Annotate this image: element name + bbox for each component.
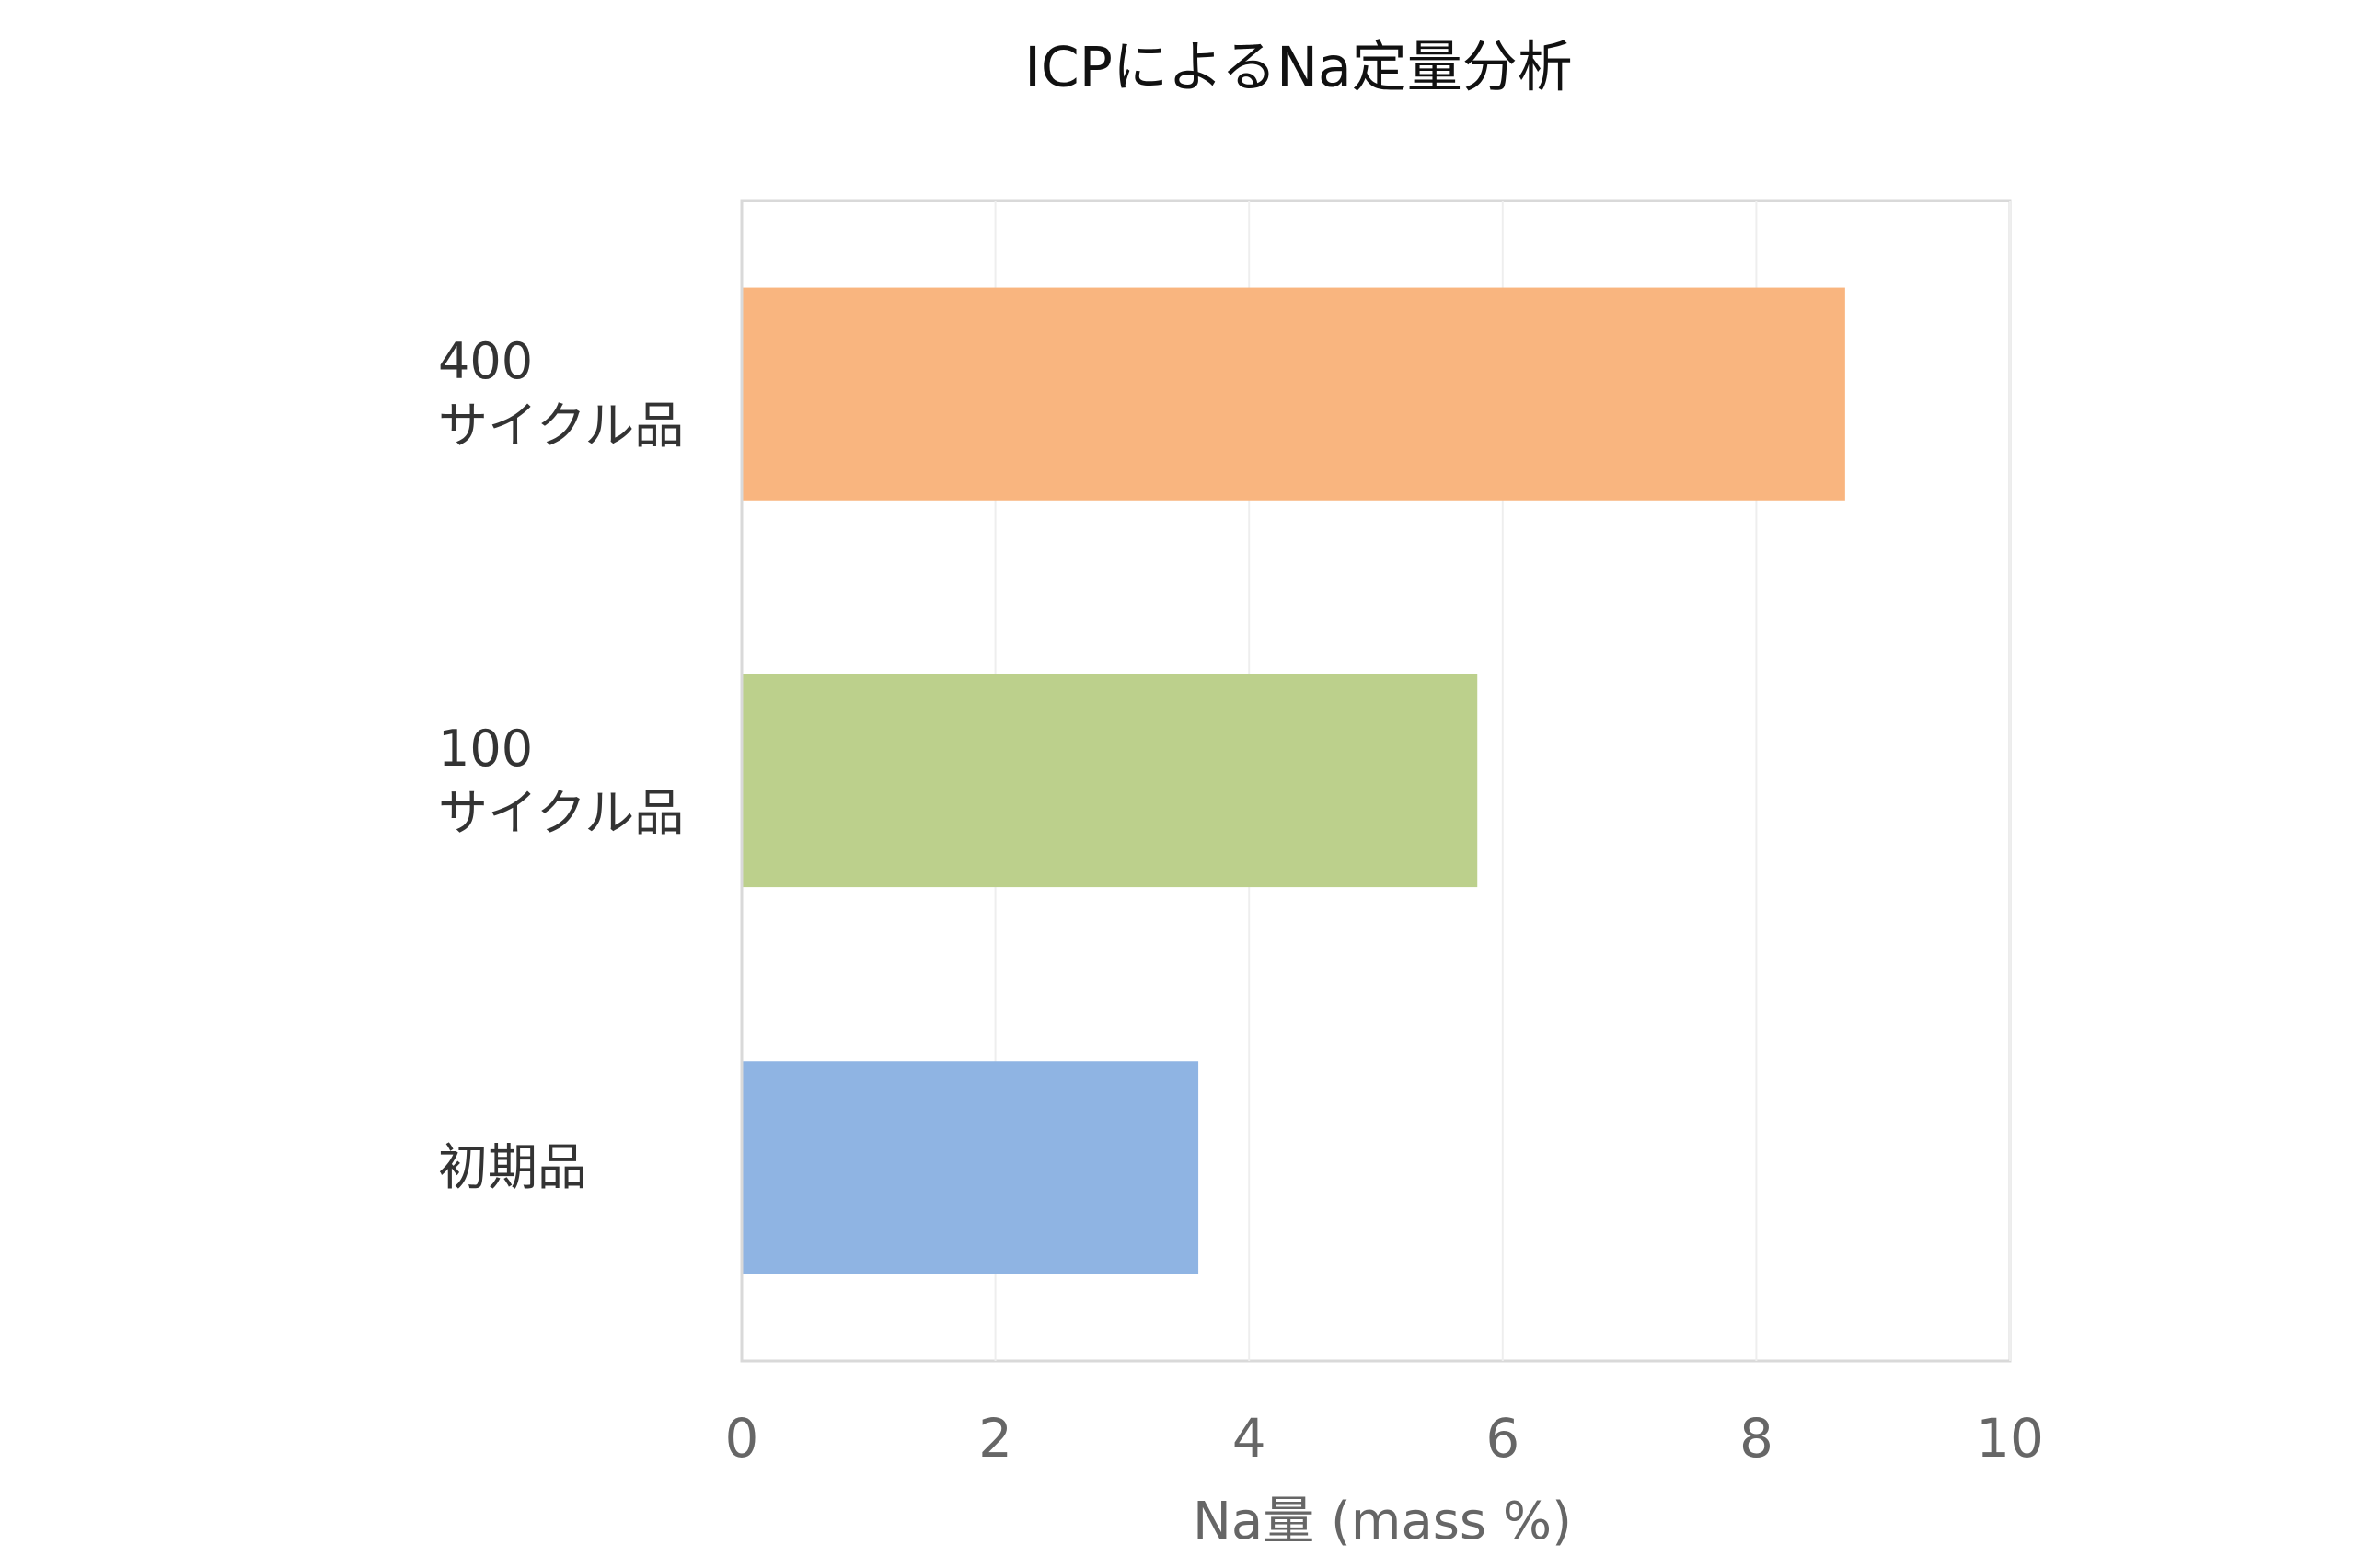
x-tick-label: 6: [1485, 1407, 1519, 1470]
bar: [742, 287, 1845, 501]
bar: [742, 1061, 1199, 1274]
x-tick-label: 8: [1739, 1407, 1773, 1470]
y-tick-label: 100 サイクル品: [438, 719, 685, 842]
x-tick-label: 2: [978, 1407, 1012, 1470]
x-axis-label: Na量 (mass %): [1193, 1492, 1572, 1551]
chart-title: ICPによるNa定量分析: [1024, 36, 1573, 100]
y-tick-label: 400 サイクル品: [438, 331, 685, 455]
bar: [742, 674, 1478, 888]
y-tick-label: 初期品: [438, 1137, 587, 1196]
x-tick-label: 0: [725, 1407, 759, 1470]
x-tick-label: 10: [1976, 1407, 2044, 1470]
x-tick-label: 4: [1232, 1407, 1266, 1470]
